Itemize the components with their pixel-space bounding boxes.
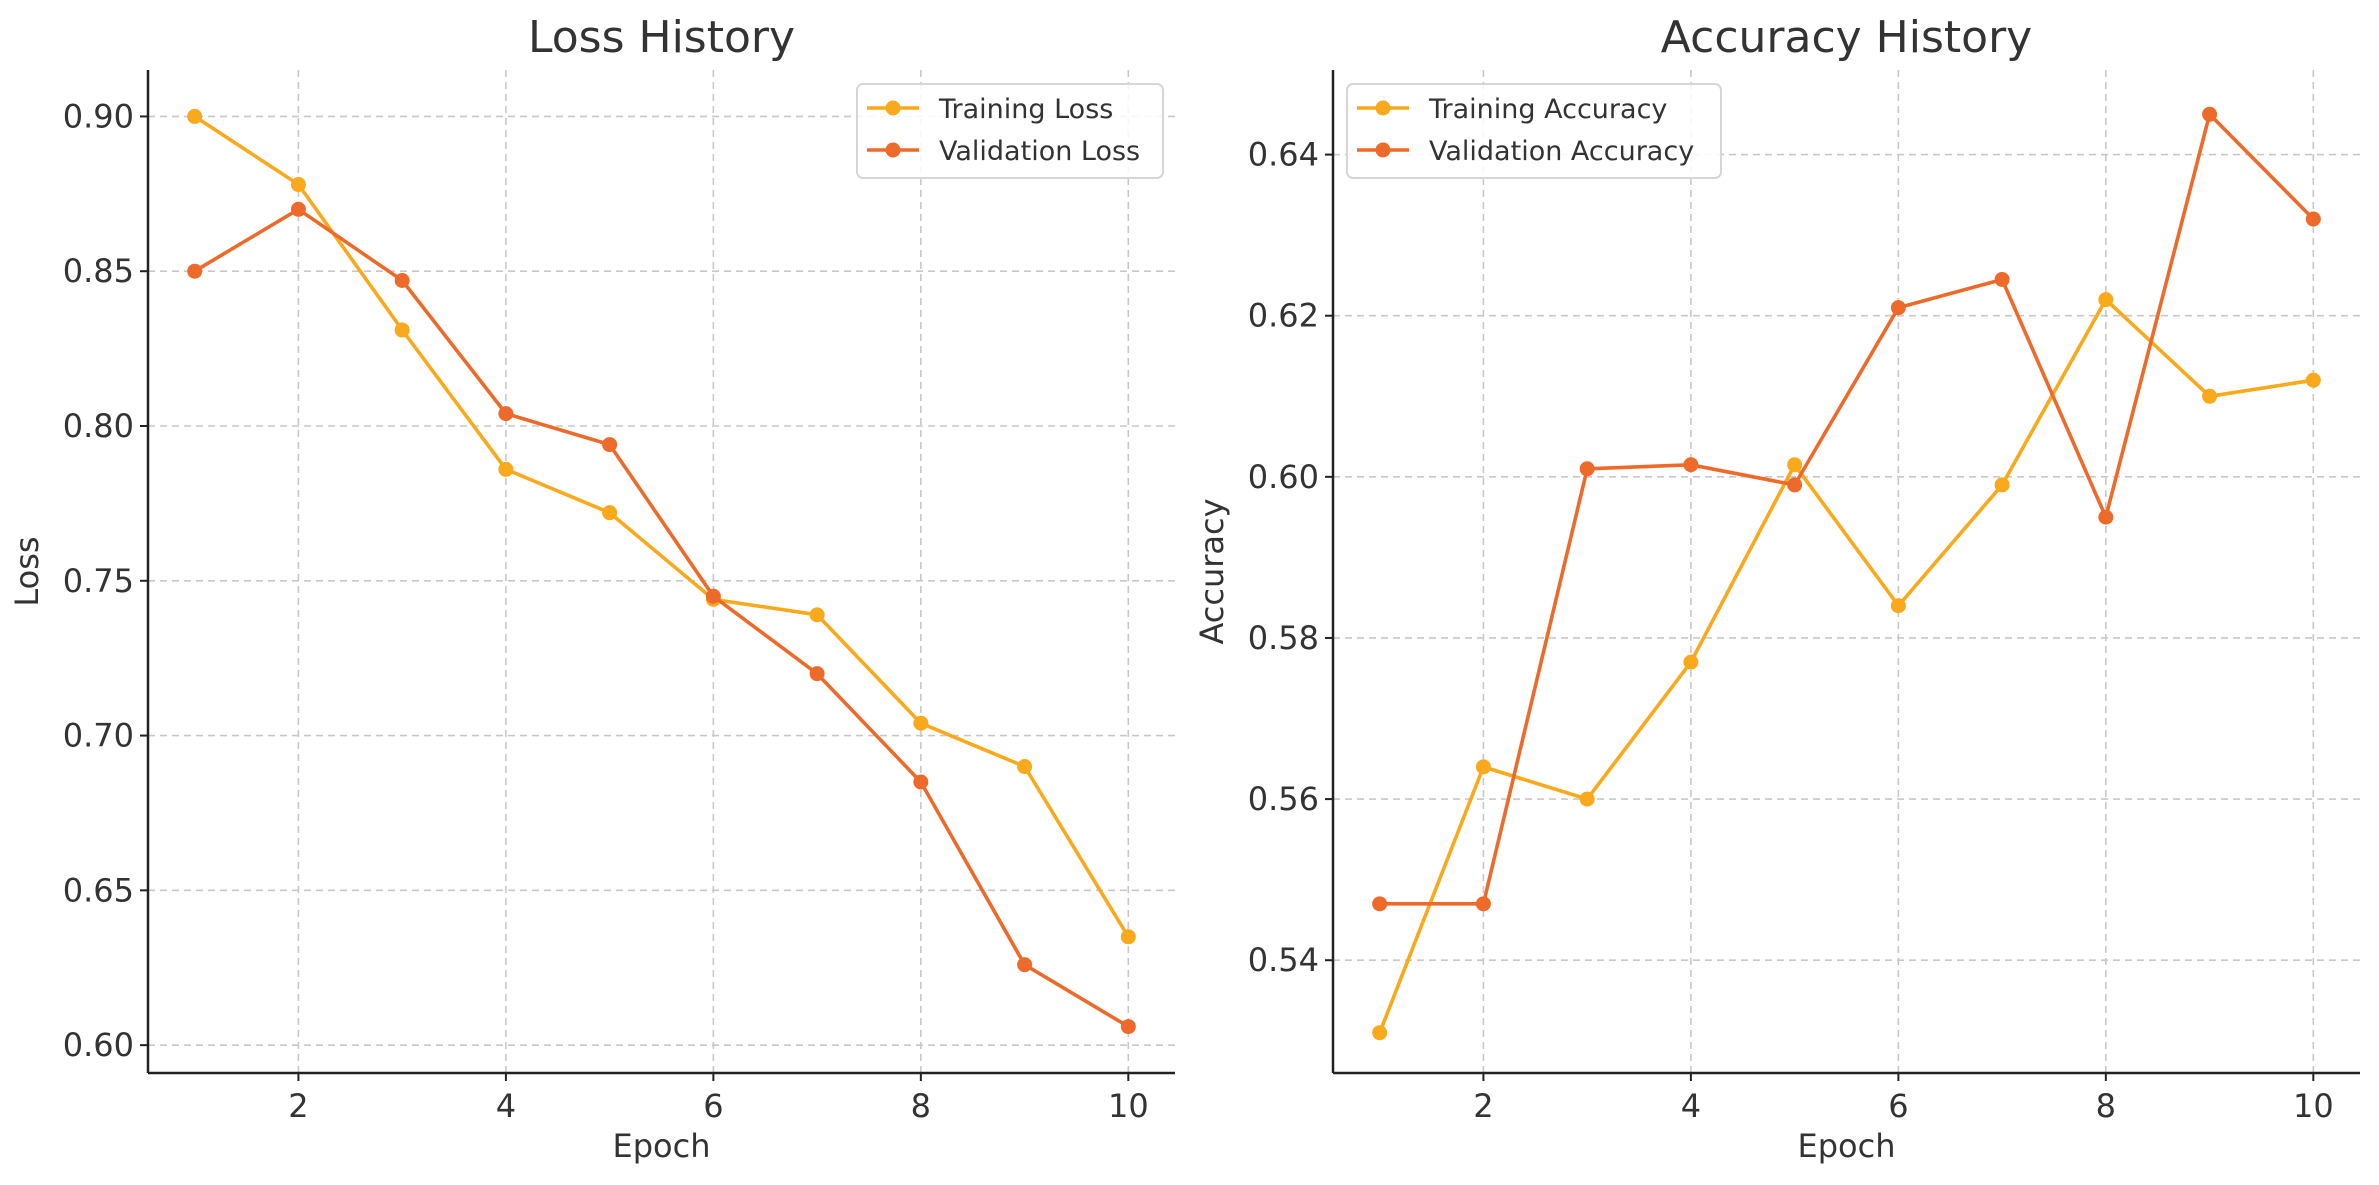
y-tick-label: 0.80 [63, 407, 134, 445]
legend-label: Validation Loss [939, 136, 1140, 167]
data-point [498, 461, 514, 477]
x-tick-label: 10 [1108, 1087, 1149, 1125]
x-tick-label: 2 [1473, 1087, 1493, 1125]
accuracy-history-chart: 2 4 6 8 10 0.54 0.56 0.58 0.60 0.62 0.64 Accuracy … [1193, 12, 2360, 1165]
data-point [2305, 372, 2321, 388]
series-line [193, 207, 1130, 1029]
y-tick-label: 0.90 [63, 97, 134, 135]
data-point [290, 201, 306, 217]
x-tick-label: 6 [1888, 1087, 1908, 1125]
series-line [1379, 112, 2315, 906]
data-point [290, 177, 306, 193]
data-point [2098, 292, 2114, 308]
x-tick-label: 8 [2096, 1087, 2116, 1125]
data-point [1890, 598, 1906, 614]
y-tick-label: 0.60 [63, 1026, 134, 1064]
legend-frame [1346, 83, 1722, 179]
data-point [1890, 300, 1906, 316]
x-tick-label: 10 [2293, 1087, 2334, 1125]
y-tick-label: 0.85 [63, 252, 134, 290]
y-tick-label: 0.58 [1248, 619, 1319, 657]
data-point [1475, 759, 1491, 775]
legend-marker [1375, 100, 1391, 116]
x-tick-label: 2 [288, 1087, 308, 1125]
data-point [1994, 477, 2010, 493]
y-tick-label: 0.64 [1248, 136, 1319, 174]
chart-title: Loss History [528, 12, 795, 63]
y-tick-label: 0.60 [1248, 458, 1319, 496]
data-point [1579, 791, 1595, 807]
y-tick-label: 0.75 [63, 562, 134, 600]
loss-history-chart: 2 4 6 8 10 0.60 0.65 0.70 0.75 0.80 0.85 0.90 Loss … [8, 12, 1175, 1165]
chart-title: Accuracy History [1661, 12, 2032, 63]
data-point [2202, 106, 2218, 122]
data-point [913, 715, 929, 731]
data-point [1683, 654, 1699, 670]
x-axis-label: Epoch [613, 1127, 711, 1165]
x-tick-label: 8 [911, 1087, 931, 1125]
legend-marker [885, 100, 901, 116]
series-line [1378, 297, 2314, 1034]
y-tick-label: 0.54 [1248, 941, 1319, 979]
x-axis-label: Epoch [1798, 1127, 1896, 1165]
y-axis-label: Loss [8, 536, 46, 606]
legend: Training Accuracy Validation Accuracy [1346, 83, 1722, 179]
data-point [187, 108, 203, 124]
legend-marker [885, 142, 901, 158]
y-tick-label: 0.65 [63, 871, 134, 909]
data-point [2305, 211, 2321, 227]
data-point [705, 588, 721, 604]
data-point [1120, 929, 1136, 945]
data-point [1017, 759, 1033, 775]
y-tick-label: 0.62 [1248, 297, 1319, 335]
x-tick-label: 6 [703, 1087, 723, 1125]
legend-label: Validation Accuracy [1429, 136, 1694, 167]
data-point [809, 607, 825, 623]
data-point [1372, 1025, 1388, 1041]
data-point [187, 263, 203, 279]
data-point [809, 666, 825, 682]
legend-label: Training Loss [938, 94, 1113, 125]
y-tick-label: 0.70 [63, 717, 134, 755]
y-tick-label: 0.56 [1248, 780, 1319, 818]
data-point [498, 406, 514, 422]
data-point [1787, 457, 1803, 473]
data-point [602, 437, 618, 453]
data-point [1683, 457, 1699, 473]
data-point [2098, 509, 2114, 525]
legend: Training Loss Validation Loss [856, 83, 1164, 179]
data-point [394, 273, 410, 289]
legend-marker [1375, 142, 1391, 158]
data-point [1120, 1019, 1136, 1035]
legend-label: Training Accuracy [1428, 94, 1667, 125]
data-point [1994, 271, 2010, 287]
data-point [1017, 957, 1033, 973]
data-point [394, 322, 410, 338]
data-point [1787, 477, 1803, 493]
data-point [913, 774, 929, 790]
series-line [193, 114, 1130, 938]
legend-frame [856, 83, 1164, 179]
y-axis-label: Accuracy [1193, 498, 1231, 644]
data-point [1475, 896, 1491, 912]
data-point [1579, 461, 1595, 477]
x-tick-label: 4 [496, 1087, 516, 1125]
x-tick-label: 4 [1681, 1087, 1701, 1125]
data-point [1372, 896, 1388, 912]
data-point [2202, 388, 2218, 404]
data-point [602, 505, 618, 521]
